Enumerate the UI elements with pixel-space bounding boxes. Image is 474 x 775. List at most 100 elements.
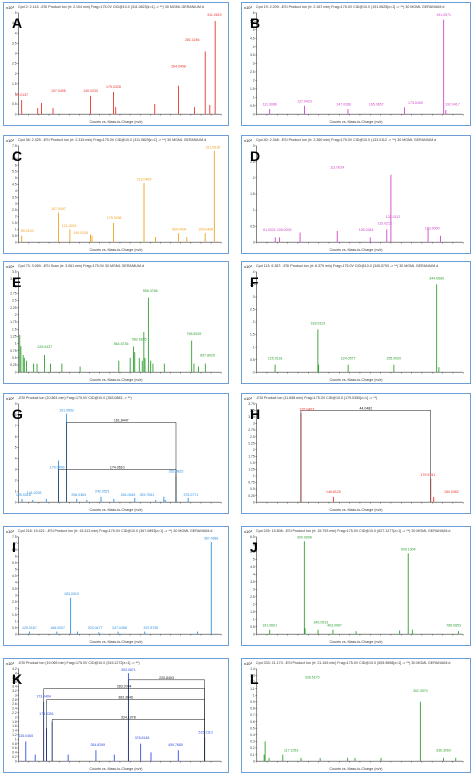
mass-difference-label: 44.0482 [359, 406, 372, 410]
mass-difference-bracket [300, 410, 431, 503]
y-tick-label: 3.4 [12, 685, 17, 689]
x-axis-label: Counts vs. Mass-to-Charge (m/z) [329, 640, 383, 644]
spectrum-plot: 0 0.1 0.2 0.3 0.4 0.5 0.6 0.7 0.8 0.9 1 1.1 1.2 1.3 1.… [250, 667, 464, 763]
y-tick-label: 5.5 [12, 561, 17, 565]
x-axis-label: Counts vs. Mass-to-Charge (m/z) [89, 767, 143, 771]
y-tick-label: 2.75 [10, 292, 17, 296]
y-axis-multiplier: x10³ [6, 661, 14, 666]
peak-label: 191.0601 [262, 624, 277, 628]
y-tick-label: 1.75 [10, 320, 17, 324]
y-tick-label: 6 [15, 435, 17, 439]
y-tick-label: 2.8 [12, 698, 17, 702]
panel-header: -ESI Product Ion (10.861 min) Frag=175.0… [18, 396, 132, 400]
peak-label: 111.0024 [330, 165, 344, 169]
peak-label: 367.0881 [204, 536, 219, 540]
y-tick-label: 3 [15, 593, 17, 597]
y-tick-label: 0.5 [250, 625, 255, 629]
x-axis-label: Counts vs. Mass-to-Charge (m/z) [89, 120, 143, 124]
y-axis-multiplier: x10³ [244, 661, 252, 666]
peak-label: 61.0021 105.0009 [263, 228, 291, 232]
peak-label: 247.0456 [112, 626, 127, 630]
spectrum-plot: 0 0.5 1 1.5 2 2.5 3 3.5 4 4.5 5 5.5 6 6.5 191.0601 300.… [250, 535, 464, 636]
spectrum-panel-h: 0 0.25 0.5 0.75 1 1.25 1.5 1.75 2 2.25 2.5 2.75 3 3.2… [241, 393, 471, 514]
peak-label: 133.0000 [425, 226, 440, 230]
y-tick-label: 1.5 [12, 613, 17, 617]
y-tick-label: 3 [253, 144, 255, 148]
y-tick-label: 2 [253, 79, 255, 83]
y-tick-label: 3 [253, 422, 255, 426]
peak-label: 149.0233 [83, 89, 98, 93]
peak-label: 105.0344 [359, 228, 374, 232]
y-tick-label: 0.1 [250, 753, 255, 757]
y-tick-label: 2.5 [12, 299, 17, 303]
peak-label: 179.0499 [50, 465, 65, 469]
y-tick-label: 2.5 [12, 208, 17, 212]
peak-label: 173.0409 [408, 101, 423, 105]
y-tick-label: 1.2 [12, 733, 17, 737]
y-tick-label: 1.5 [250, 461, 255, 465]
y-tick-label: 1.5 [250, 192, 255, 196]
y-tick-label: 8 [15, 413, 17, 417]
y-tick-label: 1.1 [250, 687, 255, 691]
y-tick-label: 1.8 [12, 720, 17, 724]
panel-letter: D [250, 148, 261, 164]
y-tick-label: 2.5 [250, 70, 255, 74]
y-tick-label: 7.5 [12, 535, 17, 539]
panel-header: Cpd 245: 15.808: -ESI Product Ion (rt: 1… [256, 529, 451, 533]
mass-difference-bracket [128, 679, 205, 762]
y-tick-label: 2 [15, 215, 17, 219]
y-tick-label: 3.5 [250, 409, 255, 413]
y-tick-label: 1.5 [250, 87, 255, 91]
y-tick-label: 3 [15, 52, 17, 56]
peak-label: 785.0853 [446, 624, 461, 628]
y-tick-label: 4 [253, 270, 255, 274]
mass-difference-label: 220.8403 [159, 676, 174, 680]
y-tick-label: 4 [15, 580, 17, 584]
y-tick-label: 2 [253, 602, 255, 606]
y-tick-label: 3.5 [250, 283, 255, 287]
y-axis-multiplier: x10³ [244, 264, 252, 269]
y-tick-label: 3.5 [12, 195, 17, 199]
y-tick-label: 1 [253, 345, 255, 349]
y-tick-label: 0 [15, 370, 17, 374]
y-tick-label: 1.3 [250, 674, 255, 678]
peak-label: 281.1156 [185, 38, 200, 42]
spectrum-plot: 00.20.40.60.811.21.41.61.822.22.42.62.83… [12, 667, 222, 763]
y-tick-label: 0.5 [250, 487, 255, 491]
y-tick-label: 2.5 [250, 435, 255, 439]
peak-label: 203.0477 [88, 626, 103, 630]
y-tick-label: 0 [15, 632, 17, 636]
y-axis-multiplier: x10³ [244, 529, 252, 534]
spectrum-panel-e: 0 0.25 0.5 0.75 1 1.25 1.5 1.75 2 2.25 2.5 2.75 3 3.2… [3, 261, 229, 384]
y-tick-label: 6.5 [250, 535, 255, 539]
peak-label: 299.0486 [199, 228, 214, 232]
y-tick-label: 0 [15, 759, 17, 763]
y-axis-multiplier: x10³ [6, 529, 14, 534]
peak-label: 344.0689 [429, 276, 444, 280]
peak-label: 596.4786 [143, 289, 158, 293]
y-tick-label: 2.5 [12, 600, 17, 604]
peak-label: 242.0521 [95, 489, 110, 493]
y-tick-label: 0.2 [12, 755, 17, 759]
y-tick-label: 0.3 [250, 740, 255, 744]
peak-label: 191.0502 [59, 408, 74, 412]
y-tick-label: 7 [15, 542, 17, 546]
y-tick-label: 0.5 [12, 102, 17, 106]
peak-label: 121.0292 [62, 224, 77, 228]
y-axis-multiplier: x10³ [244, 396, 252, 401]
spectrum-plot: 0 1 2 3 4 5 6 7 8 9 161.8447 174.0610 125.0416141.02… [15, 402, 222, 504]
y-tick-label: 0.75 [248, 481, 255, 485]
y-tick-label: 1 [15, 619, 17, 623]
y-tick-label: 0.75 [10, 349, 17, 353]
panel-header: -ESI Product Ion (11.658 min) Frag=175.0… [256, 396, 378, 400]
spectrum-plot: 0 0.5 1 1.5 2 2.5 3 3.5 4 4.5 5 59.0137 107.0495 149.… [12, 11, 222, 116]
panel-letter: K [12, 671, 23, 687]
x-axis-label: Counts vs. Mass-to-Charge (m/z) [329, 120, 383, 124]
peak-label: 135.0465 [18, 734, 33, 738]
y-tick-label: 4 [15, 457, 17, 461]
y-tick-label: 5 [15, 567, 17, 571]
x-axis-label: Counts vs. Mass-to-Charge (m/z) [89, 378, 143, 382]
x-axis-label: Counts vs. Mass-to-Charge (m/z) [329, 508, 383, 512]
y-tick-label: 9 [15, 402, 17, 406]
peak-label: 173.0464 [36, 694, 51, 698]
